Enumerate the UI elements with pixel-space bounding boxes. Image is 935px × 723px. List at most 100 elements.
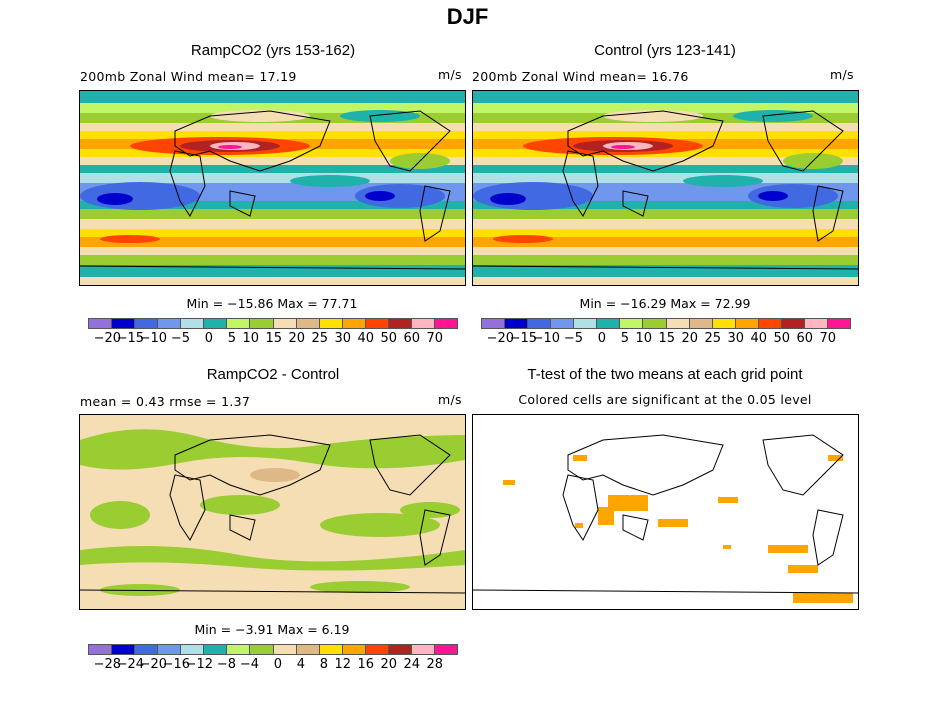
control-wind-map	[472, 90, 859, 286]
ramp-wind-map	[79, 90, 466, 286]
colorbar-tick-label: 70	[426, 331, 443, 346]
colorbar-tick-label: −28	[93, 657, 121, 672]
ttest-map	[472, 414, 859, 610]
diff-subtitle: mean = 0.43 rmse = 1.37	[80, 394, 251, 409]
colorbar-swatch	[620, 319, 644, 328]
colorbar-swatch	[551, 319, 575, 328]
colorbar-swatch	[227, 319, 251, 328]
colorbar-tick-label: −20	[486, 331, 514, 346]
colorbar-swatch	[319, 645, 343, 654]
colorbar-swatch	[112, 319, 136, 328]
control-units: m/s	[830, 67, 854, 82]
colorbar-swatch	[643, 319, 667, 328]
colorbar-tick-label: −5	[563, 331, 583, 346]
colorbar-swatch	[528, 319, 552, 328]
diff-colorbar	[88, 644, 458, 655]
ramp-colorbar-labels: −20 −15 −10 −5 0 5 10 15 20 25 30 40 50 60 70	[88, 331, 456, 346]
colorbar-swatch	[204, 645, 228, 654]
diff-minmax: Min = −3.91 Max = 6.19	[194, 622, 350, 637]
colorbar-tick-label: 60	[403, 331, 420, 346]
figure-title: DJF	[446, 4, 489, 29]
colorbar-swatch	[388, 319, 412, 328]
colorbar-swatch	[273, 319, 297, 328]
colorbar-tick-label: 28	[426, 657, 443, 672]
colorbar-tick-label: 12	[334, 657, 351, 672]
colorbar-swatch	[735, 319, 759, 328]
colorbar-swatch	[434, 645, 457, 654]
colorbar-tick-label: 10	[242, 331, 259, 346]
ramp-units: m/s	[438, 67, 462, 82]
colorbar-swatch	[319, 319, 343, 328]
ramp-minmax: Min = −15.86 Max = 77.71	[186, 296, 358, 311]
colorbar-swatch	[135, 645, 159, 654]
colorbar-tick-label: 40	[750, 331, 767, 346]
ttest-subtitle: Colored cells are significant at the 0.0…	[518, 392, 812, 407]
colorbar-swatch	[505, 319, 529, 328]
colorbar-tick-label: 0	[273, 657, 282, 672]
colorbar-swatch	[342, 319, 366, 328]
colorbar-swatch	[181, 319, 205, 328]
colorbar-tick-label: −10	[139, 331, 167, 346]
colorbar-tick-label: 16	[357, 657, 374, 672]
colorbar-swatch	[89, 645, 113, 654]
colorbar-tick-label: 8	[319, 657, 328, 672]
colorbar-tick-label: 30	[727, 331, 744, 346]
colorbar-tick-label: 20	[681, 331, 698, 346]
colorbar-swatch	[804, 319, 828, 328]
colorbar-swatch	[181, 645, 205, 654]
colorbar-tick-label: 5	[620, 331, 629, 346]
colorbar-swatch	[273, 645, 297, 654]
colorbar-tick-label: 24	[403, 657, 420, 672]
colorbar-tick-label: −12	[185, 657, 213, 672]
colorbar-swatch	[482, 319, 506, 328]
colorbar-swatch	[89, 319, 113, 328]
colorbar-swatch	[411, 645, 435, 654]
diff-map	[79, 414, 466, 610]
colorbar-swatch	[434, 319, 457, 328]
colorbar-swatch	[666, 319, 690, 328]
colorbar-tick-label: 40	[357, 331, 374, 346]
control-title: Control (yrs 123-141)	[594, 42, 736, 59]
colorbar-tick-label: 25	[311, 331, 328, 346]
colorbar-tick-label: 20	[288, 331, 305, 346]
control-colorbar-labels: −20 −15 −10 −5 0 5 10 15 20 25 30 40 50 60 70	[481, 331, 849, 346]
colorbar-swatch	[135, 319, 159, 328]
colorbar-swatch	[781, 319, 805, 328]
colorbar-tick-label: 4	[296, 657, 305, 672]
colorbar-tick-label: 70	[819, 331, 836, 346]
ramp-title: RampCO2 (yrs 153-162)	[190, 42, 356, 59]
colorbar-tick-label: −10	[532, 331, 560, 346]
colorbar-swatch	[758, 319, 782, 328]
ttest-title: T-test of the two means at each grid poi…	[527, 366, 803, 383]
colorbar-tick-label: 5	[227, 331, 236, 346]
colorbar-swatch	[689, 319, 713, 328]
colorbar-tick-label: −15	[509, 331, 537, 346]
colorbar-tick-label: −15	[116, 331, 144, 346]
colorbar-swatch	[296, 645, 320, 654]
colorbar-swatch	[342, 645, 366, 654]
colorbar-tick-label: 0	[204, 331, 213, 346]
ramp-subtitle: 200mb Zonal Wind mean= 17.19	[80, 69, 297, 84]
colorbar-swatch	[388, 645, 412, 654]
colorbar-tick-label: −4	[239, 657, 259, 672]
colorbar-swatch	[250, 645, 274, 654]
colorbar-tick-label: 30	[334, 331, 351, 346]
colorbar-swatch	[204, 319, 228, 328]
diff-units: m/s	[438, 392, 462, 407]
colorbar-swatch	[365, 645, 389, 654]
colorbar-tick-label: 10	[635, 331, 652, 346]
colorbar-swatch	[827, 319, 850, 328]
diff-colorbar-labels: −28 −24 −20 −16 −12 −8 −4 0 4 8 12 16 20 24 28	[88, 657, 456, 672]
colorbar-tick-label: 25	[704, 331, 721, 346]
colorbar-tick-label: −20	[139, 657, 167, 672]
colorbar-swatch	[365, 319, 389, 328]
colorbar-tick-label: 20	[380, 657, 397, 672]
colorbar-tick-label: 50	[380, 331, 397, 346]
control-subtitle: 200mb Zonal Wind mean= 16.76	[472, 69, 689, 84]
colorbar-swatch	[597, 319, 621, 328]
colorbar-swatch	[158, 319, 182, 328]
diff-title: RampCO2 - Control	[206, 366, 340, 383]
control-minmax: Min = −16.29 Max = 72.99	[579, 296, 751, 311]
colorbar-swatch	[227, 645, 251, 654]
colorbar-swatch	[158, 645, 182, 654]
